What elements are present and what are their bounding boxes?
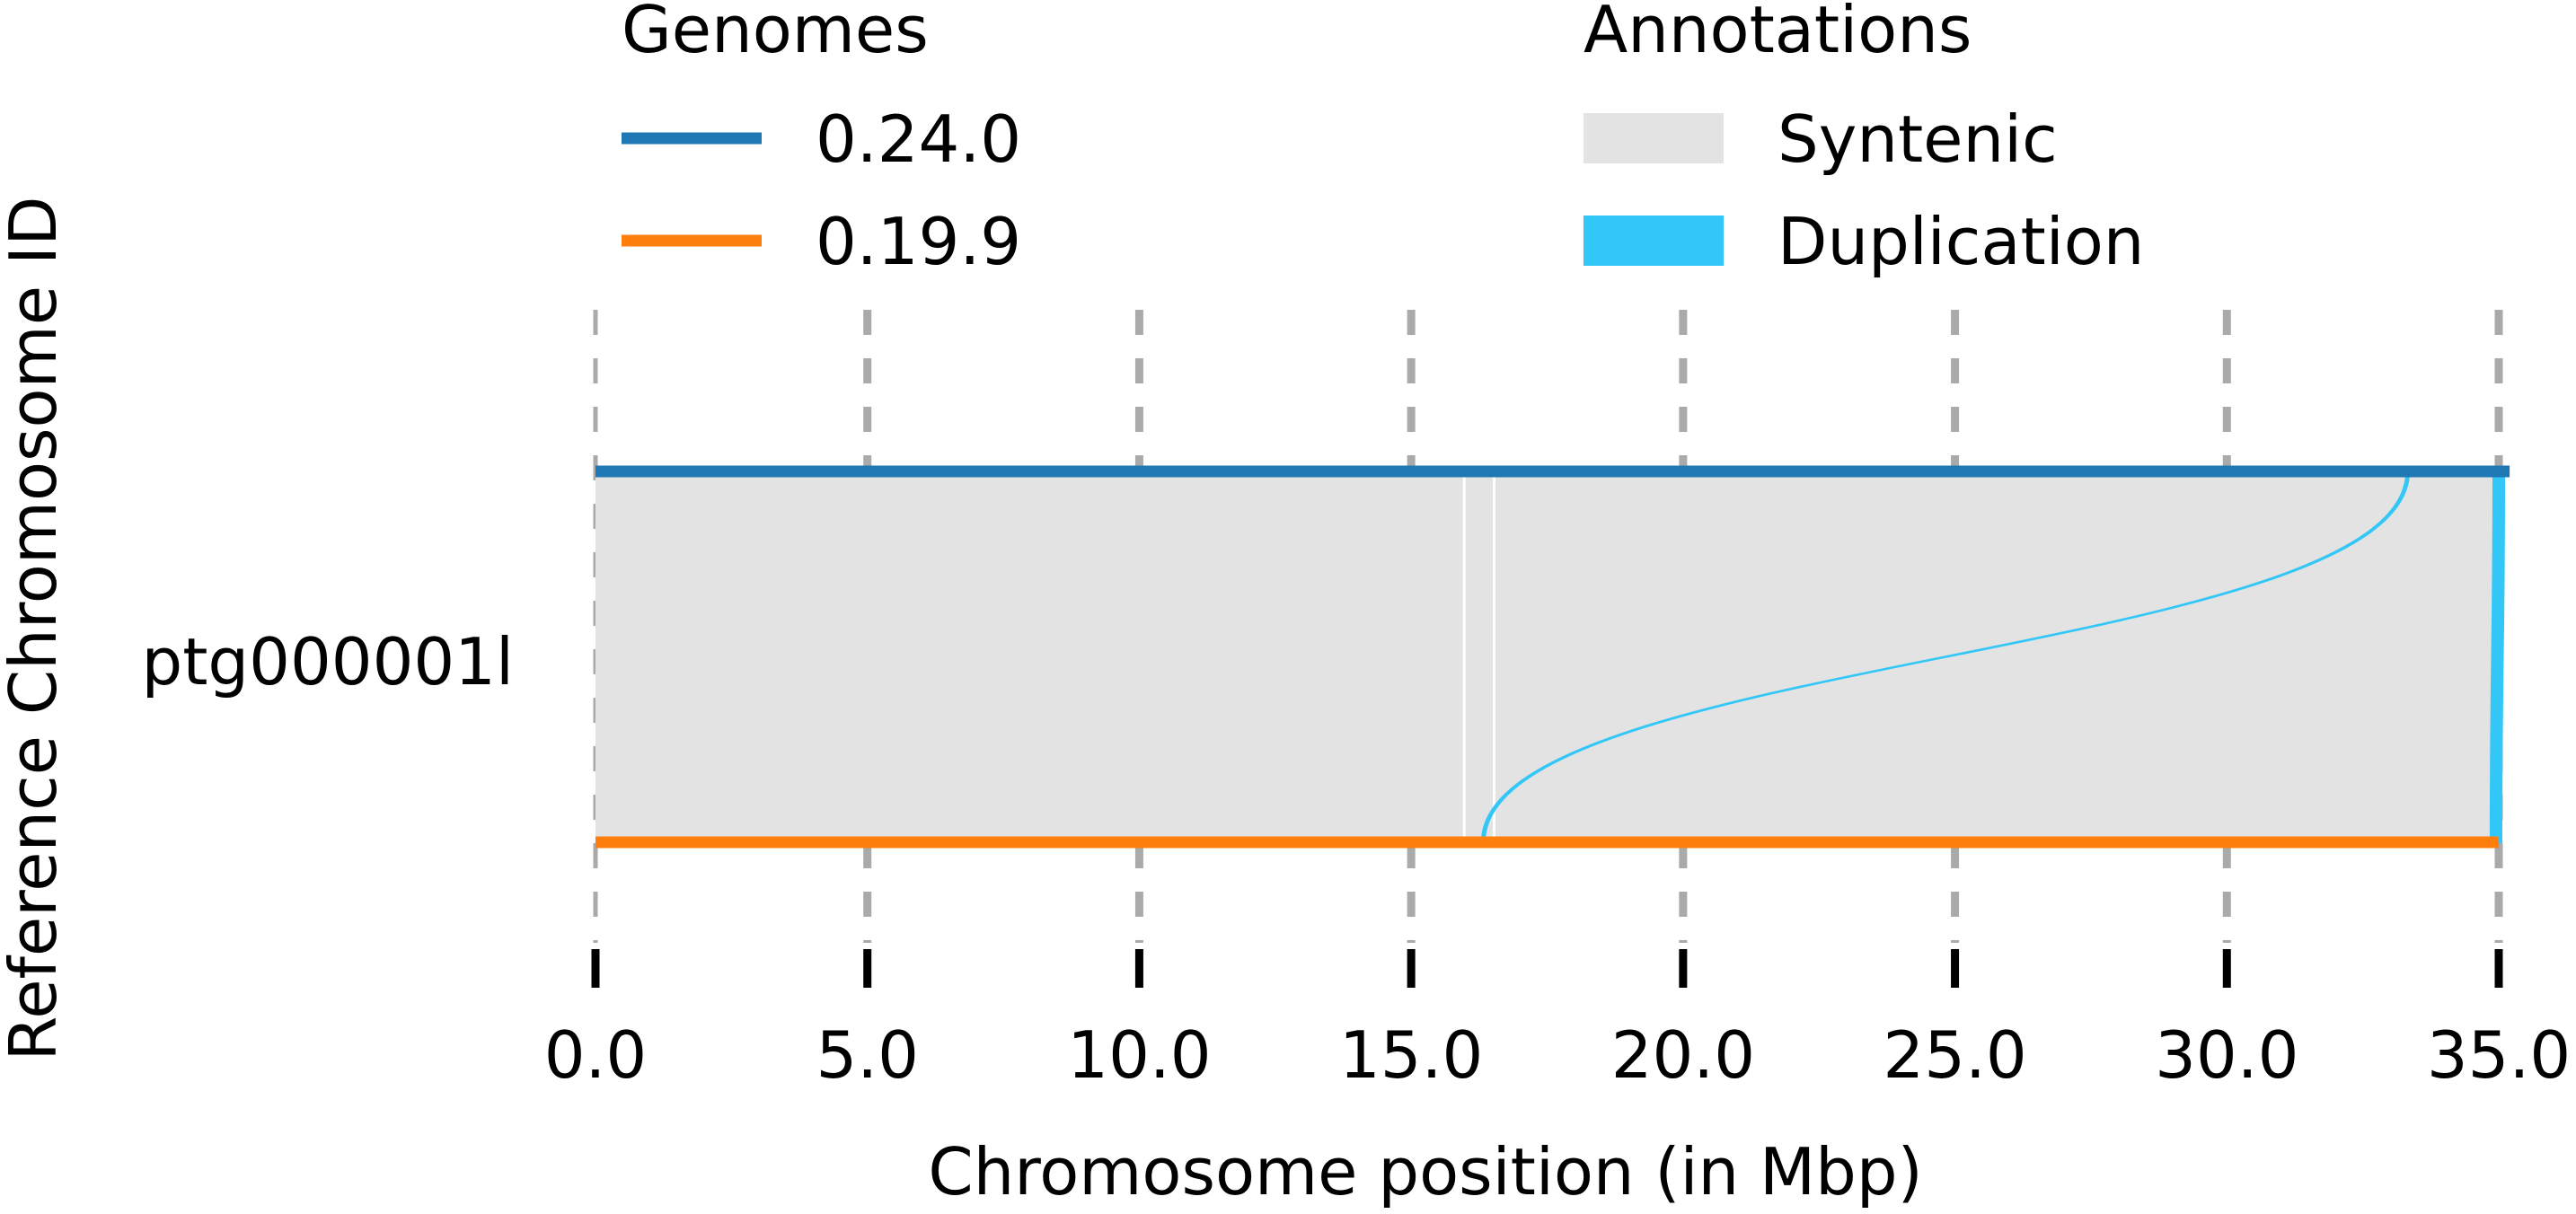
legend-genomes: Genomes 0.24.0 0.19.9 [622,0,1021,279]
syntenic-block [1495,471,2493,842]
legend-label-syntenic: Syntenic [1778,101,2058,177]
x-tick-label: 25.0 [1883,1017,2026,1093]
y-axis-label: Reference Chromosome ID [0,196,71,1060]
x-tick-label: 20.0 [1611,1017,1755,1093]
x-tick-label: 5.0 [816,1017,919,1093]
x-tick-label: 15.0 [1339,1017,1483,1093]
syntenic-block [1465,471,1493,842]
gridlines [593,310,2503,943]
legend-annotations-title: Annotations [1584,0,1972,67]
chromosome-label: ptg000001l [142,624,515,699]
legend-swatch-duplication [1584,216,1724,266]
x-tick-label: 30.0 [2155,1017,2298,1093]
legend-genomes-title: Genomes [622,0,929,67]
genome-lines [595,465,2510,849]
x-axis-label: Chromosome position (in Mbp) [928,1134,1922,1210]
syntenic-blocks [595,471,2493,842]
x-tick-label: 0.0 [544,1017,648,1093]
x-tick-label: 35.0 [2427,1017,2571,1093]
duplication-link [2489,471,2506,843]
legend-swatch-syntenic [1584,113,1724,163]
syntenic-block [595,471,1463,842]
legend-label-duplication: Duplication [1778,204,2144,279]
x-tick-label: 10.0 [1067,1017,1211,1093]
legend-annotations: Annotations Syntenic Duplication [1584,0,2144,279]
legend-label-genome-1: 0.19.9 [816,204,1021,279]
x-axis-ticks: 0.0 5.0 10.0 15.0 20.0 25.0 30.0 35.0 [544,949,2571,1093]
legend-label-genome-0: 0.24.0 [816,101,1021,177]
